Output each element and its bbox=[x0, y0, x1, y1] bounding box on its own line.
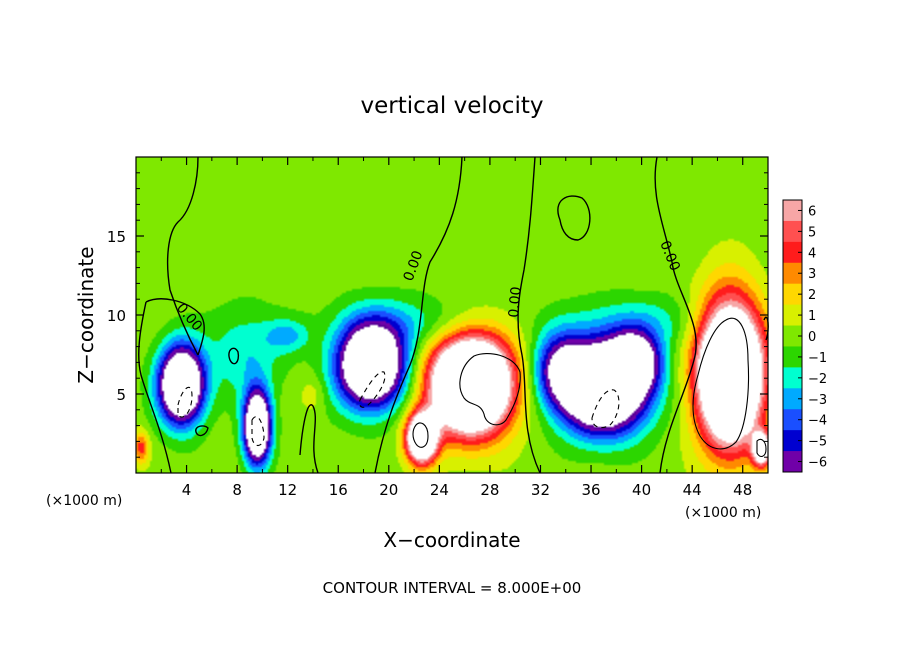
negative-contour bbox=[591, 389, 620, 429]
colorbar-label: 5 bbox=[808, 225, 816, 240]
x-tick-label: 20 bbox=[379, 481, 398, 499]
colorbar-swatch bbox=[783, 451, 802, 473]
colorbar-swatch bbox=[783, 304, 802, 327]
colorbar-swatch bbox=[783, 220, 802, 243]
colorbar-label: 6 bbox=[808, 204, 816, 219]
colorbar-swatch bbox=[783, 200, 802, 222]
x-tick-label: 12 bbox=[278, 481, 297, 499]
zero-contour bbox=[517, 156, 541, 474]
x-axis-label: X−coordinate bbox=[383, 528, 520, 552]
colorbar-label: −1 bbox=[808, 351, 827, 366]
contour-label: 0.00 bbox=[506, 286, 525, 318]
colorbar: 6 5 4 3 2 1 0 −1 −2 −3 −4 −5 −6 bbox=[782, 199, 827, 473]
colorbar-swatch bbox=[783, 430, 802, 452]
colorbar-label: −3 bbox=[808, 393, 827, 408]
positive-contour bbox=[692, 317, 750, 450]
zero-contour bbox=[557, 195, 591, 241]
x-tick-label: 16 bbox=[329, 481, 348, 499]
negative-contour bbox=[177, 386, 193, 418]
x-tick-label: 36 bbox=[581, 481, 600, 499]
colorbar-label: −6 bbox=[808, 456, 827, 471]
positive-contour bbox=[412, 422, 429, 448]
plot-area: 0.00 0.00 0.00 0.00 4 8 12 16 20 24 28 32 36 40 44… bbox=[107, 156, 769, 499]
x-tick-label: 40 bbox=[632, 481, 651, 499]
positive-contour bbox=[459, 353, 521, 426]
colorbar-swatch bbox=[783, 346, 802, 368]
chart-title: vertical velocity bbox=[361, 93, 544, 119]
negative-contour bbox=[251, 416, 265, 447]
zero-contour bbox=[299, 404, 319, 474]
x-unit-right: (×1000 m) bbox=[685, 505, 761, 521]
x-tick-label: 4 bbox=[182, 481, 192, 499]
x-tick-label: 32 bbox=[531, 481, 550, 499]
y-tick-label: 5 bbox=[116, 386, 126, 404]
contour-interval: CONTOUR INTERVAL = 8.000E+00 bbox=[323, 579, 582, 597]
colorbar-swatch bbox=[783, 283, 802, 306]
zero-contour bbox=[166, 156, 199, 356]
x-unit-left: (×1000 m) bbox=[46, 493, 122, 509]
colorbar-label: −2 bbox=[808, 372, 827, 387]
zero-contour bbox=[145, 298, 205, 356]
y-tick-label: 15 bbox=[107, 228, 126, 246]
colorbar-label: 0 bbox=[808, 330, 816, 345]
colorbar-label: −4 bbox=[808, 414, 827, 429]
x-tick-label: 8 bbox=[232, 481, 242, 499]
x-axis: 4 8 12 16 20 24 28 32 36 40 44 48 bbox=[160, 157, 752, 499]
colorbar-swatch bbox=[783, 388, 802, 410]
zero-contour bbox=[654, 156, 697, 474]
x-tick-label: 24 bbox=[430, 481, 449, 499]
colorbar-swatch bbox=[783, 325, 802, 347]
y-axis-label: Z−coordinate bbox=[74, 246, 98, 383]
zero-contour bbox=[138, 301, 172, 474]
colorbar-label: 4 bbox=[808, 246, 816, 261]
zero-contour bbox=[374, 156, 463, 474]
colorbar-swatch bbox=[783, 367, 802, 389]
zero-contour bbox=[228, 347, 240, 365]
colorbar-label: 1 bbox=[808, 309, 816, 324]
velocity-field bbox=[136, 157, 768, 473]
zero-contour bbox=[195, 425, 209, 437]
colorbar-swatch bbox=[783, 409, 802, 431]
y-tick-label: 10 bbox=[107, 307, 126, 325]
high-contours bbox=[177, 317, 767, 458]
x-tick-label: 28 bbox=[480, 481, 499, 499]
colorbar-swatch bbox=[783, 262, 802, 285]
colorbar-label: 2 bbox=[808, 288, 816, 303]
colorbar-label: 3 bbox=[808, 267, 816, 282]
positive-contour bbox=[756, 438, 767, 458]
y-axis: 5 10 15 bbox=[107, 172, 768, 458]
colorbar-swatch bbox=[783, 241, 802, 264]
x-tick-label: 48 bbox=[733, 481, 752, 499]
negative-contour bbox=[358, 371, 386, 408]
x-tick-label: 44 bbox=[683, 481, 702, 499]
colorbar-label: −5 bbox=[808, 435, 827, 450]
